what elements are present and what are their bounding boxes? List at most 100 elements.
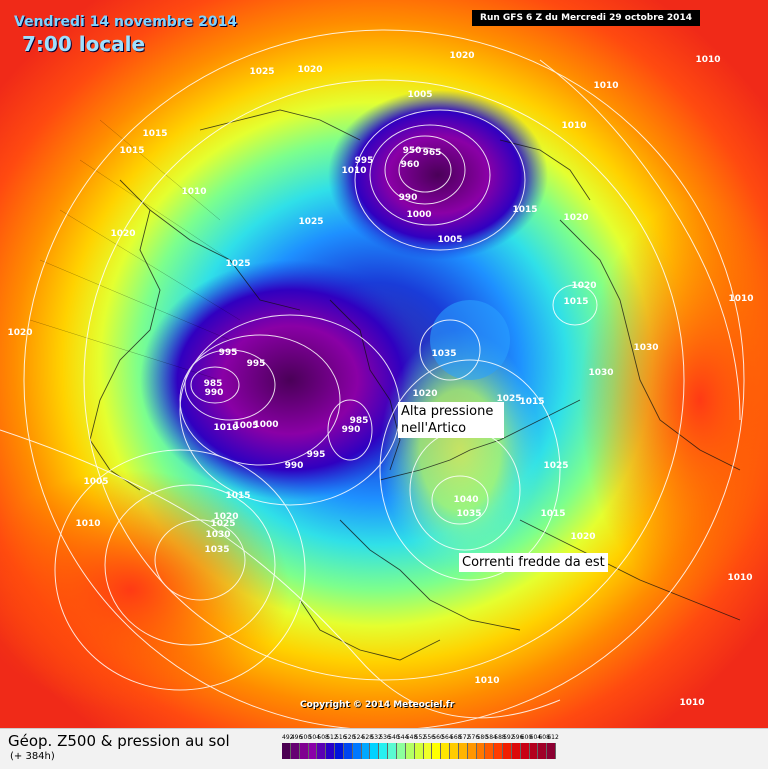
isobar-label: 1020 xyxy=(571,281,596,291)
scale-swatch xyxy=(361,743,371,759)
scale-value: 588 xyxy=(494,734,506,741)
scale-value: 516 xyxy=(335,734,347,741)
isobar-label: 1015 xyxy=(519,397,544,407)
isobar-label: 1015 xyxy=(142,129,167,139)
isobar-label: 995 xyxy=(219,348,238,358)
isobar-label: 1010 xyxy=(213,423,238,433)
scale-swatch xyxy=(432,743,442,759)
isobar-label: 1025 xyxy=(543,461,568,471)
scale-value: 508 xyxy=(317,734,329,741)
isobar-label: 990 xyxy=(205,388,224,398)
isobar-label: 1025 xyxy=(496,394,521,404)
isobar-label: 1015 xyxy=(119,146,144,156)
isobar-label: 1025 xyxy=(298,217,323,227)
scale-value: 544 xyxy=(396,734,409,741)
scale-swatch xyxy=(494,743,504,759)
isobar-label: 1030 xyxy=(205,530,230,540)
arctic-high-line2: nell'Artico xyxy=(401,421,467,436)
scale-swatch xyxy=(476,743,486,759)
scale-swatch xyxy=(414,743,424,759)
scale-swatch xyxy=(343,743,353,759)
scale-value: 512 xyxy=(326,734,338,741)
scale-value: 504 xyxy=(308,734,320,741)
isobar-label: 985 xyxy=(204,379,223,389)
scale-value: 496 xyxy=(290,734,303,741)
isobar-label: 1010 xyxy=(679,698,704,708)
scale-value: 584 xyxy=(485,734,497,741)
scale-swatch xyxy=(467,743,477,759)
isobar-label: 1025 xyxy=(210,519,235,529)
isobar-label: 1005 xyxy=(437,235,462,245)
scale-swatch xyxy=(511,743,521,759)
scale-swatch xyxy=(317,743,327,759)
isobar-label: 1030 xyxy=(588,368,613,378)
scale-value: 592 xyxy=(503,734,515,741)
scale-swatch xyxy=(458,743,468,759)
scale-value: 524 xyxy=(352,734,365,741)
scale-swatch xyxy=(423,743,433,759)
scale-swatch xyxy=(547,743,557,759)
scale-value: 576 xyxy=(467,734,480,741)
scale-swatch xyxy=(308,743,318,759)
isobar-label: 1010 xyxy=(695,55,720,65)
scale-swatch xyxy=(405,743,415,759)
isobar-label: 1020 xyxy=(7,328,32,338)
scale-swatch xyxy=(299,743,309,759)
isobar-label: 995 xyxy=(355,156,374,166)
isobar-label: 990 xyxy=(399,193,418,203)
isobar-label: 965 xyxy=(423,148,442,158)
isobar-label: 1005 xyxy=(83,477,108,487)
isobar-label: 1010 xyxy=(474,676,499,686)
scale-value: 540 xyxy=(388,734,400,741)
isobar-label: 1005 xyxy=(233,421,258,431)
east-cold-current-annotation: Correnti fredde da est xyxy=(459,553,608,572)
isobar-label: 1010 xyxy=(75,519,100,529)
scale-swatch xyxy=(388,743,397,759)
scale-value: 492 xyxy=(282,734,294,741)
isobar-label: 1035 xyxy=(431,349,456,359)
scale-value: 552 xyxy=(414,734,427,741)
isobar-label: 1010 xyxy=(561,121,586,131)
scale-swatch xyxy=(379,743,389,759)
isobar-label: 1020 xyxy=(449,51,474,61)
scale-swatch xyxy=(520,743,530,759)
scale-swatch xyxy=(352,743,362,759)
isobar-label: 1020 xyxy=(213,512,238,522)
scale-value: 604 xyxy=(529,734,542,741)
isobar-label: 1030 xyxy=(633,343,658,353)
isobar-label: 1025 xyxy=(225,259,250,269)
arctic-high-line1: Alta pressione xyxy=(401,404,494,419)
scale-swatch xyxy=(282,743,291,759)
forecast-date: Vendredi 14 novembre 2014 xyxy=(14,14,238,30)
isobar-label: 985 xyxy=(350,416,369,426)
isobar-label: 1000 xyxy=(406,210,431,220)
scale-swatch xyxy=(538,743,548,759)
isobar-label: 1015 xyxy=(563,297,588,307)
color-scale-labels: 492 496 500 504 508 512 516 520 524 528 532 536 540 5… xyxy=(282,734,559,741)
isobar-label: 1015 xyxy=(225,491,250,501)
scale-swatch xyxy=(503,743,512,759)
isobar-label: 995 xyxy=(247,359,266,369)
scale-value: 596 xyxy=(511,734,524,741)
scale-swatch xyxy=(396,743,406,759)
isobar-label: 1020 xyxy=(412,389,437,399)
isobar-label: 1020 xyxy=(563,213,588,223)
scale-value: 600 xyxy=(520,734,533,741)
scale-swatch xyxy=(529,743,539,759)
scale-value: 500 xyxy=(299,734,312,741)
scale-value: 556 xyxy=(423,734,435,741)
scale-value: 532 xyxy=(370,734,382,741)
isobar-label: 1020 xyxy=(570,532,595,542)
color-scale xyxy=(282,743,557,759)
isobar-label: 1010 xyxy=(181,187,206,197)
isobar-label: 990 xyxy=(285,461,304,471)
scale-value: 608 xyxy=(538,734,550,741)
scale-value: 560 xyxy=(432,734,444,741)
isobar-label: 1010 xyxy=(728,294,753,304)
legend-footer: Géop. Z500 & pression au sol (+ 384h) 49… xyxy=(0,728,768,769)
isobar-label: 990 xyxy=(342,425,361,435)
isobar-label: 1015 xyxy=(540,509,565,519)
arctic-high-annotation: Alta pressione nell'Artico xyxy=(398,402,504,438)
isobar-label: 1010 xyxy=(341,166,366,176)
